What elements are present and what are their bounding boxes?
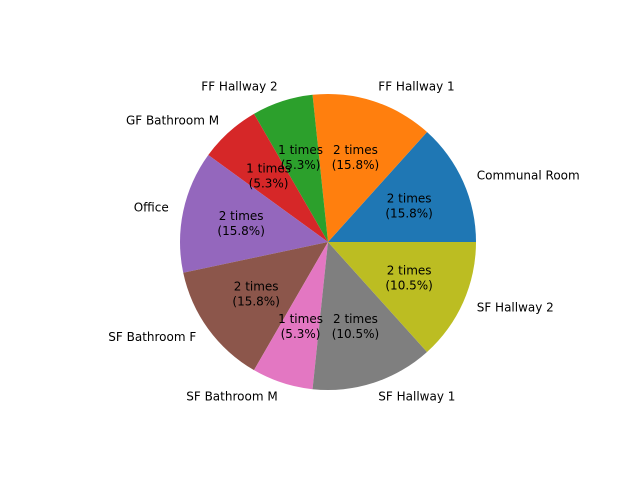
pie-slice-labels: Communal Room FF Hallway 1 FF Hallway 2 GF … bbox=[108, 80, 579, 404]
pie-slice-8 bbox=[328, 242, 476, 352]
slice-percent-label-7: (10.5%) bbox=[332, 327, 379, 341]
pie-slice-0 bbox=[328, 132, 476, 242]
slice-count-label-8: 2 times bbox=[387, 264, 432, 278]
slice-label-1: FF Hallway 1 bbox=[378, 80, 454, 94]
slice-percent-label-3: (5.3%) bbox=[249, 177, 289, 191]
pie-slice-4 bbox=[179, 155, 328, 273]
slice-label-3: GF Bathroom M bbox=[126, 114, 219, 128]
slice-count-label-2: 1 times bbox=[278, 143, 323, 157]
slice-label-2: FF Hallway 2 bbox=[201, 80, 277, 94]
pie-slices bbox=[179, 93, 476, 391]
pie-slice-5 bbox=[183, 242, 328, 371]
pie-slice-3 bbox=[208, 113, 328, 242]
slice-percent-label-2: (5.3%) bbox=[281, 158, 321, 172]
slice-percent-label-1: (15.8%) bbox=[332, 158, 379, 172]
slice-percent-label-6: (5.3%) bbox=[281, 327, 321, 341]
slice-count-label-0: 2 times bbox=[387, 191, 432, 205]
slice-count-label-7: 2 times bbox=[333, 312, 378, 326]
pie-data-labels: 2 times(15.8%)2 times(15.8%)1 times(5.3%… bbox=[217, 143, 432, 341]
slice-percent-label-5: (15.8%) bbox=[232, 295, 279, 309]
slice-count-label-5: 2 times bbox=[234, 280, 279, 294]
slice-label-6: SF Bathroom M bbox=[186, 389, 277, 403]
slice-percent-label-0: (15.8%) bbox=[385, 206, 432, 220]
pie-slice-1 bbox=[312, 93, 428, 242]
slice-count-label-4: 2 times bbox=[219, 209, 264, 223]
slice-label-5: SF Bathroom F bbox=[108, 330, 196, 344]
pie-slice-7 bbox=[312, 242, 428, 391]
slice-label-7: SF Hallway 1 bbox=[378, 389, 455, 403]
slice-count-label-6: 1 times bbox=[278, 312, 323, 326]
slice-count-label-3: 1 times bbox=[246, 162, 291, 176]
slice-label-4: Office bbox=[134, 201, 169, 215]
pie-slice-2 bbox=[254, 94, 328, 242]
slice-label-0: Communal Room bbox=[477, 168, 580, 182]
pie-slice-6 bbox=[254, 242, 328, 390]
slice-percent-label-4: (15.8%) bbox=[217, 224, 264, 238]
slice-percent-label-8: (10.5%) bbox=[385, 279, 432, 293]
slice-count-label-1: 2 times bbox=[333, 143, 378, 157]
slice-label-8: SF Hallway 2 bbox=[477, 301, 554, 315]
